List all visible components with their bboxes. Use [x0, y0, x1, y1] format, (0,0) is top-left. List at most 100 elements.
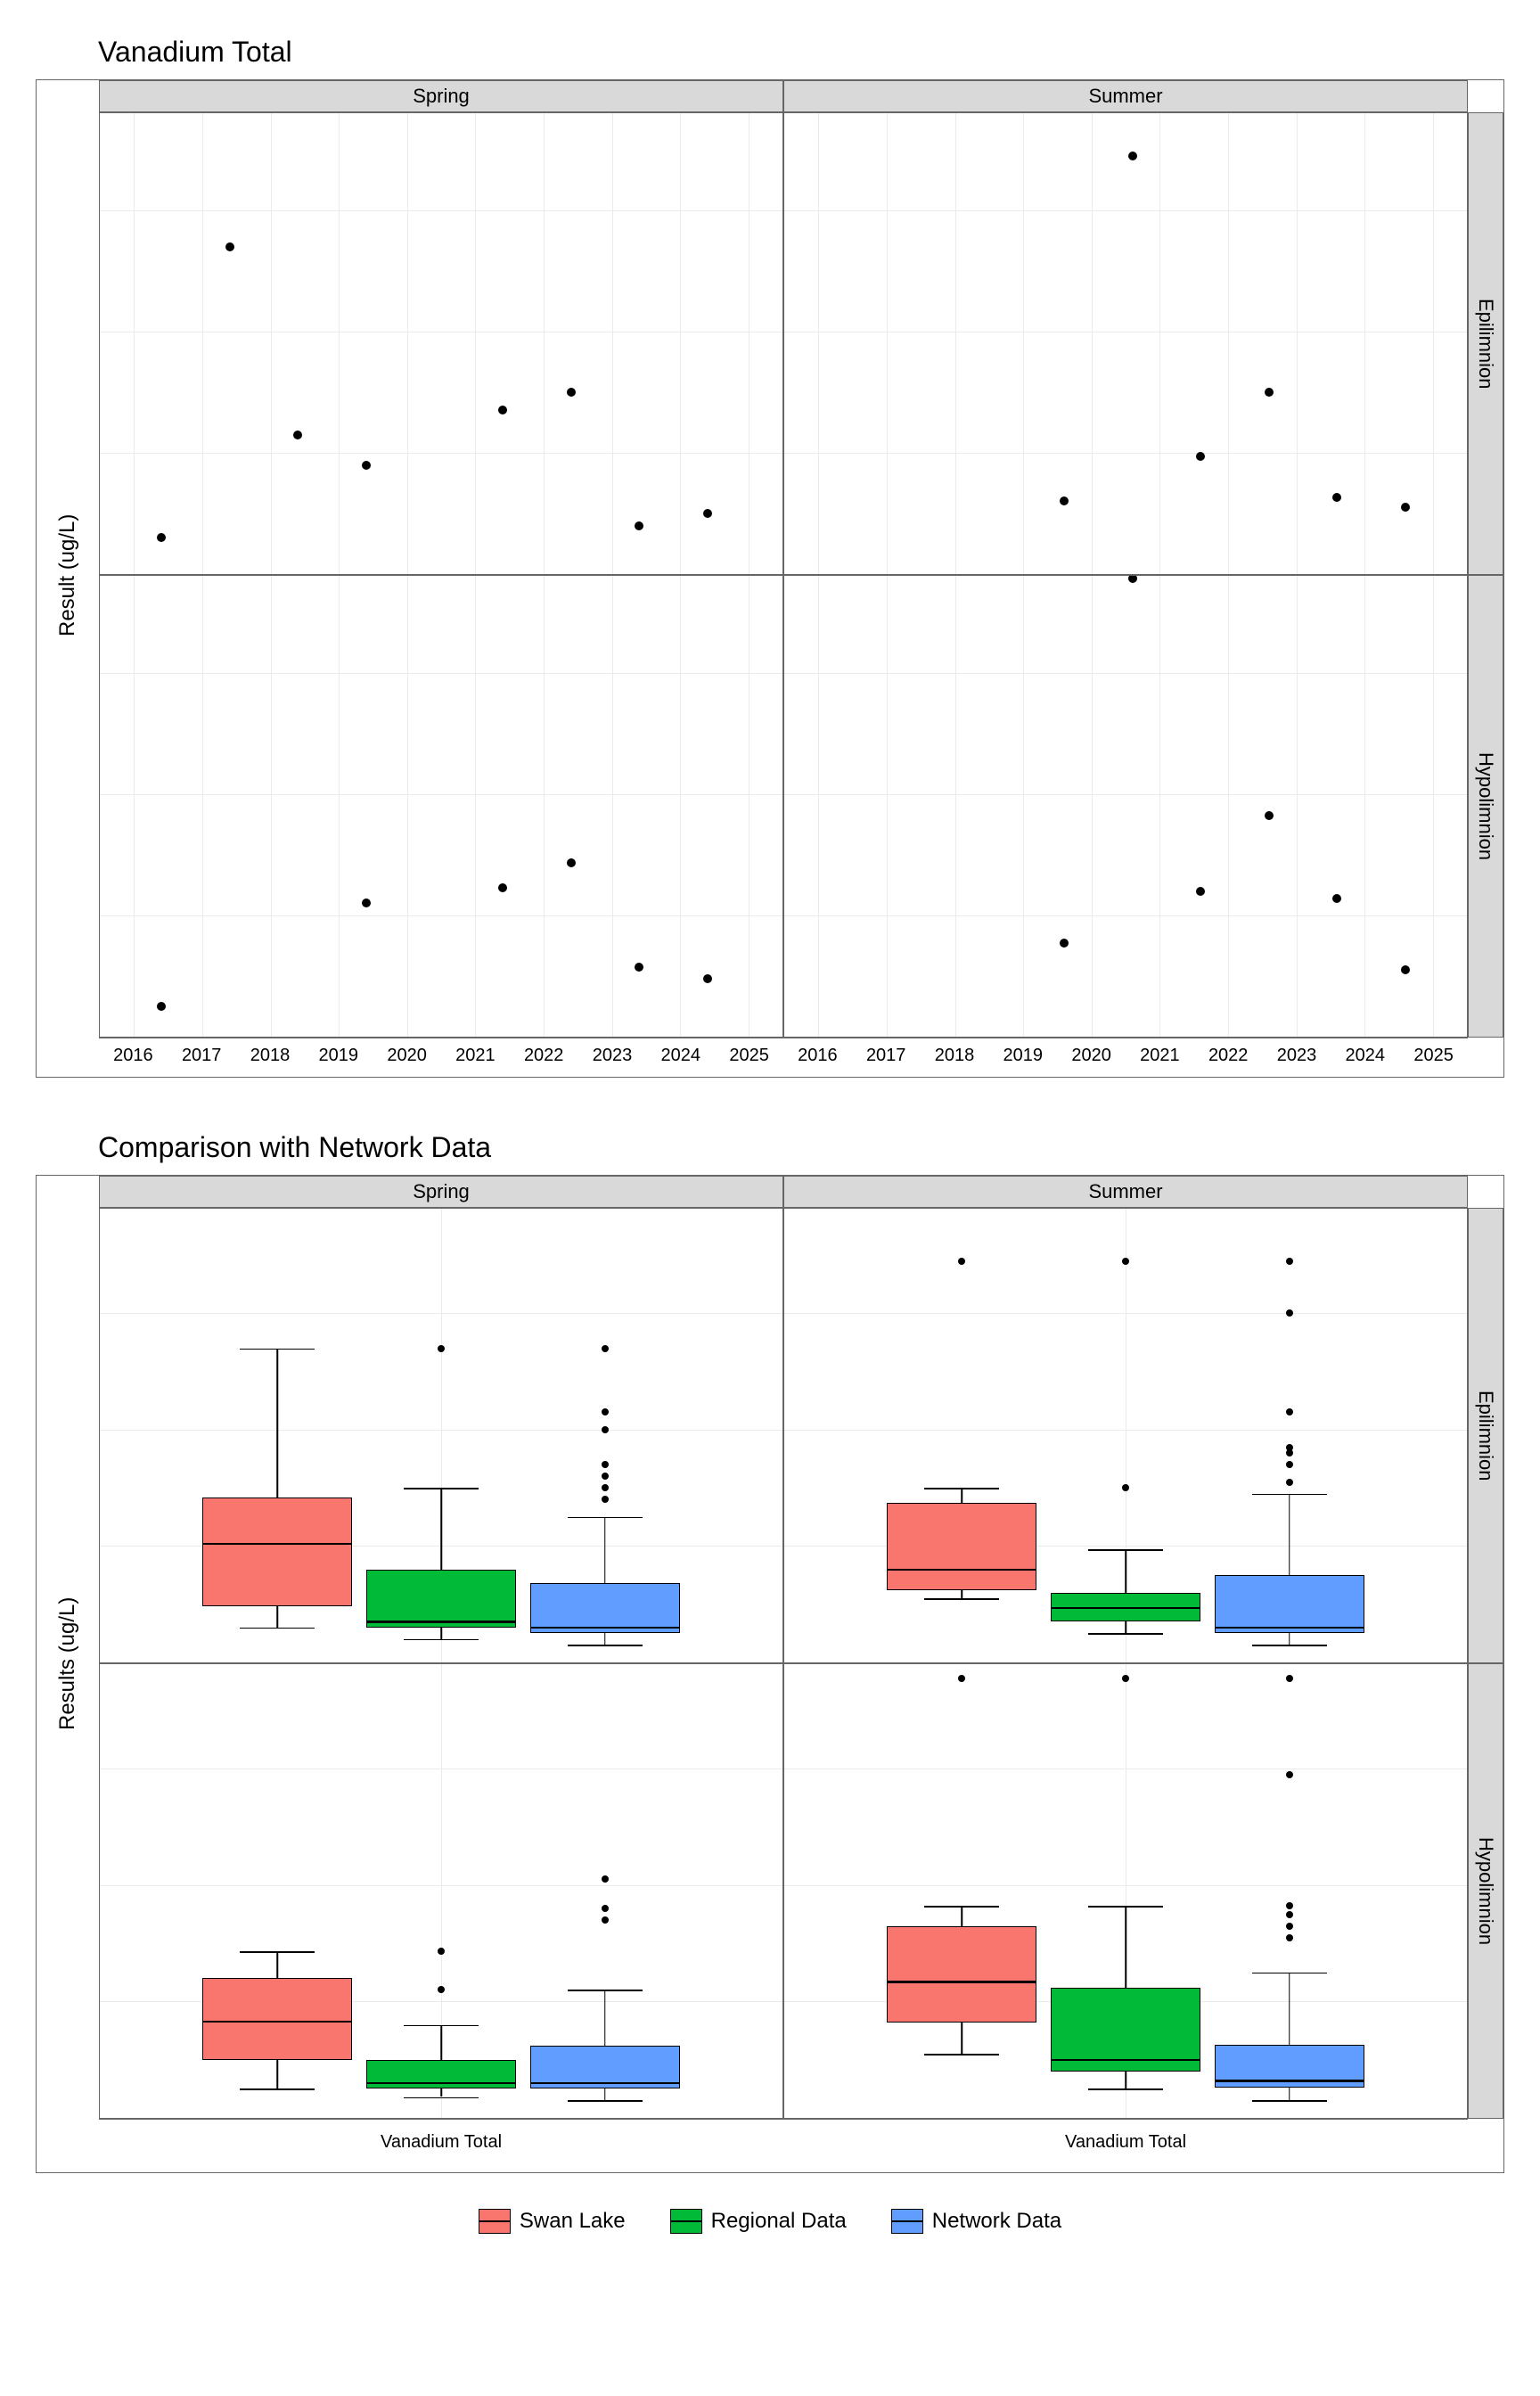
box-panel-summer-epilimnion	[783, 1208, 1468, 1663]
scatter-chart-section: Vanadium Total SpringSummer Result (ug/L)…	[36, 36, 1504, 1078]
data-point	[1265, 388, 1274, 397]
scatter-x-axis-spring: 2016201720182019202020212022202320242025	[99, 1038, 783, 1077]
data-point	[703, 974, 712, 983]
data-point	[498, 883, 507, 892]
box-row-epilimnion: Epilimnion	[1468, 1208, 1503, 1663]
legend-swatch	[670, 2209, 702, 2234]
outlier	[602, 1905, 609, 1912]
data-point	[1128, 575, 1137, 583]
outlier	[1286, 1902, 1293, 1909]
outlier	[602, 1408, 609, 1415]
box-swan-lake	[202, 1978, 353, 2059]
data-point	[1332, 894, 1341, 903]
facet-row-hypolimnion: Hypolimnion	[1468, 575, 1503, 1038]
outlier	[1286, 1408, 1293, 1415]
outlier	[958, 1258, 965, 1265]
box-regional-data	[366, 2060, 517, 2089]
outlier	[602, 1875, 609, 1883]
data-point	[567, 388, 576, 397]
boxplot-facet-grid: SpringSummer Results (ug/L)123 Epilimnion 1…	[36, 1175, 1504, 2173]
box-swan-lake	[202, 1498, 353, 1607]
data-point	[703, 509, 712, 518]
outlier	[602, 1484, 609, 1491]
outlier	[1286, 1911, 1293, 1918]
legend-swatch	[891, 2209, 923, 2234]
outlier	[1122, 1258, 1129, 1265]
scatter-facet-grid: SpringSummer Result (ug/L)123 Epilimnion 12…	[36, 79, 1504, 1078]
legend-item-swan-lake: Swan Lake	[479, 2209, 626, 2234]
legend-item-network-data: Network Data	[891, 2209, 1061, 2234]
outlier	[958, 1675, 965, 1682]
data-point	[1060, 939, 1069, 948]
data-point	[1401, 503, 1410, 512]
box-y-label: Results (ug/L)	[37, 1208, 99, 2119]
outlier	[438, 1345, 445, 1352]
outlier	[602, 1496, 609, 1503]
data-point	[498, 406, 507, 414]
outlier	[602, 1461, 609, 1468]
box-swan-lake	[887, 1926, 1037, 2023]
data-point	[1196, 887, 1205, 896]
data-point	[1332, 493, 1341, 502]
legend-label: Swan Lake	[520, 2209, 626, 2234]
data-point	[1196, 452, 1205, 461]
outlier	[602, 1916, 609, 1924]
data-point	[225, 242, 234, 251]
data-point	[1401, 965, 1410, 974]
outlier	[1286, 1479, 1293, 1486]
data-point	[362, 461, 371, 470]
outlier	[1286, 1675, 1293, 1682]
box-panel-spring-hypolimnion: 123	[99, 1663, 783, 2119]
scatter-y-label: Result (ug/L)	[37, 112, 99, 1038]
facet-col-spring: Spring	[99, 80, 783, 112]
box-network-data	[1215, 1575, 1365, 1633]
data-point	[635, 521, 643, 530]
data-point	[293, 431, 302, 439]
data-point	[157, 1002, 166, 1011]
scatter-panel-spring-epilimnion: 123	[99, 112, 783, 575]
outlier	[1286, 1934, 1293, 1941]
outlier	[1286, 1444, 1293, 1451]
data-point	[1128, 152, 1137, 160]
data-point	[1265, 811, 1274, 820]
outlier	[1122, 1484, 1129, 1491]
data-point	[362, 898, 371, 907]
box-swan-lake	[887, 1503, 1037, 1590]
data-point	[635, 963, 643, 972]
outlier	[1286, 1923, 1293, 1930]
outlier	[602, 1345, 609, 1352]
legend: Swan Lake Regional Data Network Data	[36, 2209, 1504, 2234]
data-point	[1060, 496, 1069, 505]
outlier	[602, 1473, 609, 1480]
box-row-hypolimnion: Hypolimnion	[1468, 1663, 1503, 2119]
legend-label: Regional Data	[711, 2209, 847, 2234]
box-col-spring: Spring	[99, 1176, 783, 1208]
outlier	[1286, 1258, 1293, 1265]
box-panel-summer-hypolimnion	[783, 1663, 1468, 2119]
outlier	[1286, 1309, 1293, 1317]
scatter-title: Vanadium Total	[98, 36, 1504, 69]
legend-swatch	[479, 2209, 511, 2234]
outlier	[1122, 1675, 1129, 1682]
box-col-summer: Summer	[783, 1176, 1468, 1208]
box-x-axis-spring: Vanadium Total	[99, 2119, 783, 2172]
box-x-axis-summer: Vanadium Total	[783, 2119, 1468, 2172]
facet-row-epilimnion: Epilimnion	[1468, 112, 1503, 575]
scatter-panel-summer-epilimnion	[783, 112, 1468, 575]
scatter-panel-spring-hypolimnion: 123	[99, 575, 783, 1038]
outlier	[1286, 1461, 1293, 1468]
legend-label: Network Data	[932, 2209, 1061, 2234]
scatter-panel-summer-hypolimnion	[783, 575, 1468, 1038]
boxplot-title: Comparison with Network Data	[98, 1131, 1504, 1164]
box-regional-data	[366, 1570, 517, 1628]
box-panel-spring-epilimnion: 123	[99, 1208, 783, 1663]
boxplot-chart-section: Comparison with Network Data SpringSumme…	[36, 1131, 1504, 2234]
outlier	[602, 1426, 609, 1433]
facet-col-summer: Summer	[783, 80, 1468, 112]
scatter-x-axis-summer: 2016201720182019202020212022202320242025	[783, 1038, 1468, 1077]
outlier	[438, 1986, 445, 1993]
data-point	[567, 858, 576, 867]
outlier	[438, 1948, 445, 1955]
data-point	[157, 533, 166, 542]
outlier	[1286, 1771, 1293, 1778]
